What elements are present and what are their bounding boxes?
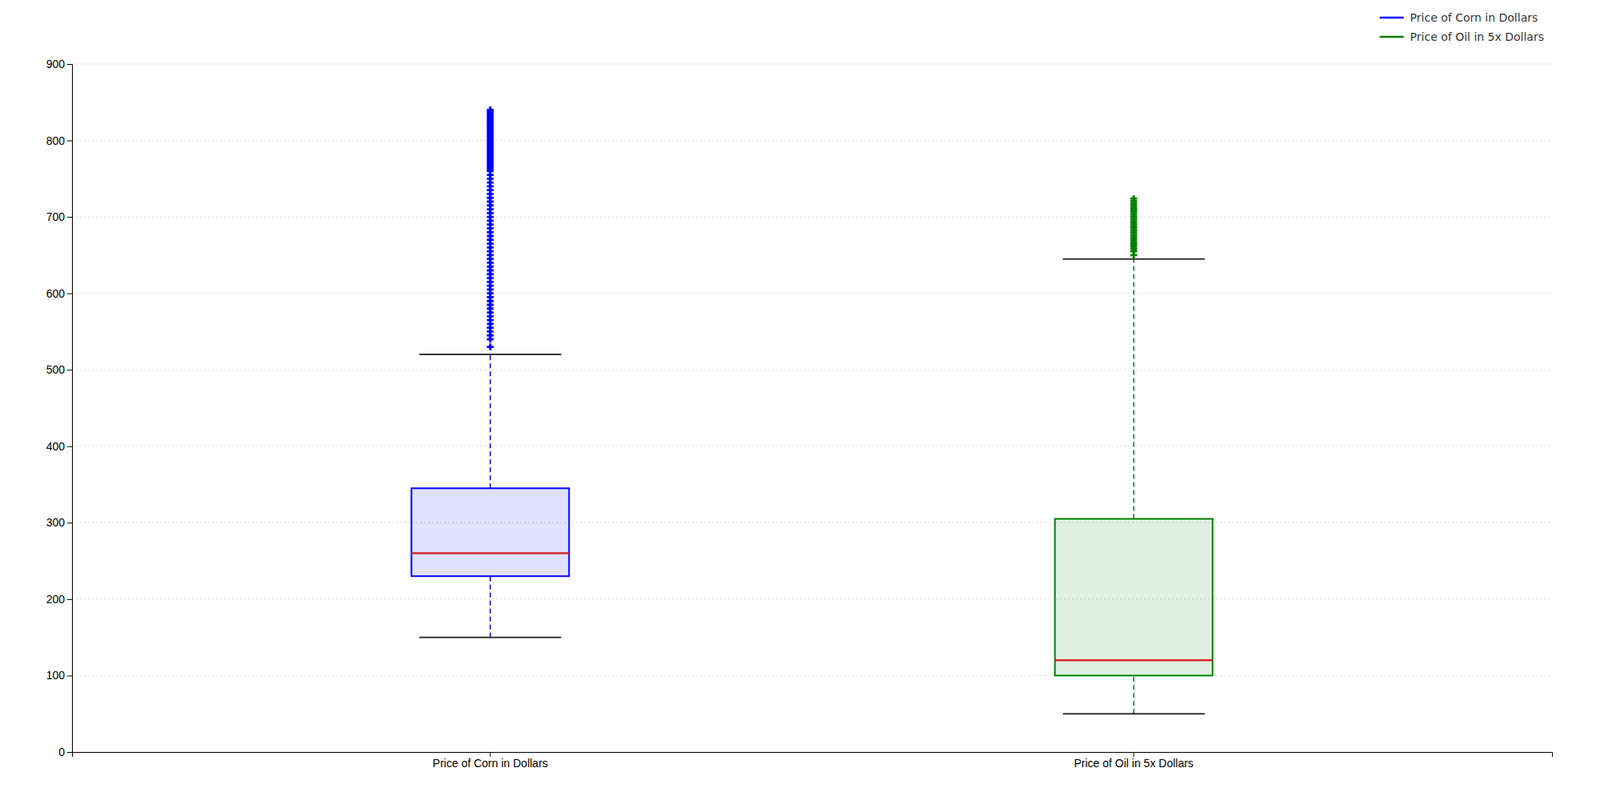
y-tick-mark — [67, 216, 72, 218]
grid — [72, 64, 1552, 752]
y-tick-label: 200 — [46, 592, 66, 606]
x-tick: Price of Oil in 5x Dollars — [1073, 752, 1193, 770]
grid-line — [72, 675, 1552, 676]
grid-line — [72, 445, 1552, 447]
marks — [411, 106, 1212, 714]
y-tick: 0 — [58, 745, 72, 759]
y-tick-mark — [67, 675, 72, 676]
y-tick-mark — [67, 140, 72, 142]
outlier — [487, 343, 494, 350]
y-tick-label: 600 — [46, 287, 66, 300]
whisker — [489, 576, 492, 637]
x-axis: Price of Corn in Dollars Price of Oil in … — [72, 752, 1553, 770]
x-axis-line — [72, 752, 1553, 758]
outliers — [487, 106, 494, 351]
grid-line — [72, 598, 1552, 600]
y-tick-mark — [67, 369, 72, 371]
box — [1055, 519, 1213, 676]
y-tick-mark — [67, 522, 72, 524]
legend-swatch — [1380, 36, 1404, 39]
grid-line — [72, 522, 1552, 524]
legend-item: Price of Oil in 5x Dollars — [1380, 30, 1544, 44]
x-tick-label: Price of Oil in 5x Dollars — [1073, 756, 1193, 770]
y-tick-label: 100 — [46, 668, 66, 682]
y-tick-mark — [67, 599, 72, 600]
y-tick: 300 — [46, 516, 72, 529]
legend-label: Price of Oil in 5x Dollars — [1410, 30, 1544, 44]
y-axis: 0 100 200 300 400 500 600 700 800 900 — [46, 57, 73, 759]
y-tick: 800 — [46, 134, 72, 148]
x-tick-label: Price of Corn in Dollars — [432, 756, 548, 770]
whisker — [489, 354, 492, 488]
grid-line — [72, 369, 1552, 371]
box-group — [411, 106, 569, 638]
median — [411, 552, 569, 555]
y-tick-label: 0 — [58, 745, 65, 759]
grid-line — [72, 64, 1552, 65]
outlier — [1130, 195, 1137, 202]
y-tick: 400 — [46, 440, 72, 453]
y-tick-label: 700 — [46, 210, 66, 224]
box-group — [1055, 195, 1213, 714]
whisker — [1132, 259, 1135, 520]
plot: 0 100 200 300 400 500 600 700 800 900 Price of Cor… — [46, 57, 1553, 770]
y-tick: 500 — [46, 363, 72, 376]
y-axis-line — [67, 64, 73, 753]
legend-label: Price of Corn in Dollars — [1410, 11, 1539, 24]
grid-line — [72, 292, 1552, 294]
y-tick: 100 — [46, 668, 72, 682]
y-tick-label: 500 — [46, 363, 66, 376]
y-tick-mark — [67, 752, 72, 753]
y-tick-mark — [67, 293, 72, 295]
y-tick-mark — [67, 64, 72, 65]
whisker-cap — [419, 353, 561, 356]
outlier — [487, 106, 494, 113]
legend: Price of Corn in Dollars Price of Oil in … — [1380, 11, 1544, 44]
box — [411, 488, 569, 576]
y-tick: 200 — [46, 592, 72, 606]
median — [1055, 659, 1213, 662]
legend-swatch — [1380, 16, 1404, 20]
y-tick-label: 800 — [46, 134, 66, 148]
grid-line — [72, 140, 1552, 141]
y-tick-mark — [67, 446, 72, 448]
whisker-cap — [419, 636, 561, 639]
y-tick-label: 900 — [46, 57, 66, 71]
whisker — [1132, 675, 1135, 714]
x-tick: Price of Corn in Dollars — [432, 752, 548, 770]
y-tick: 900 — [46, 57, 72, 71]
y-tick: 600 — [46, 287, 72, 300]
legend-item: Price of Corn in Dollars — [1380, 11, 1539, 24]
y-tick-label: 400 — [46, 440, 66, 453]
chart: 0 100 200 300 400 500 600 700 800 900 Price of Cor… — [0, 0, 1600, 800]
grid-line — [72, 216, 1552, 218]
whisker-cap — [1062, 712, 1204, 715]
y-tick: 700 — [46, 210, 72, 224]
outliers — [1130, 195, 1137, 259]
y-tick-label: 300 — [46, 516, 66, 529]
